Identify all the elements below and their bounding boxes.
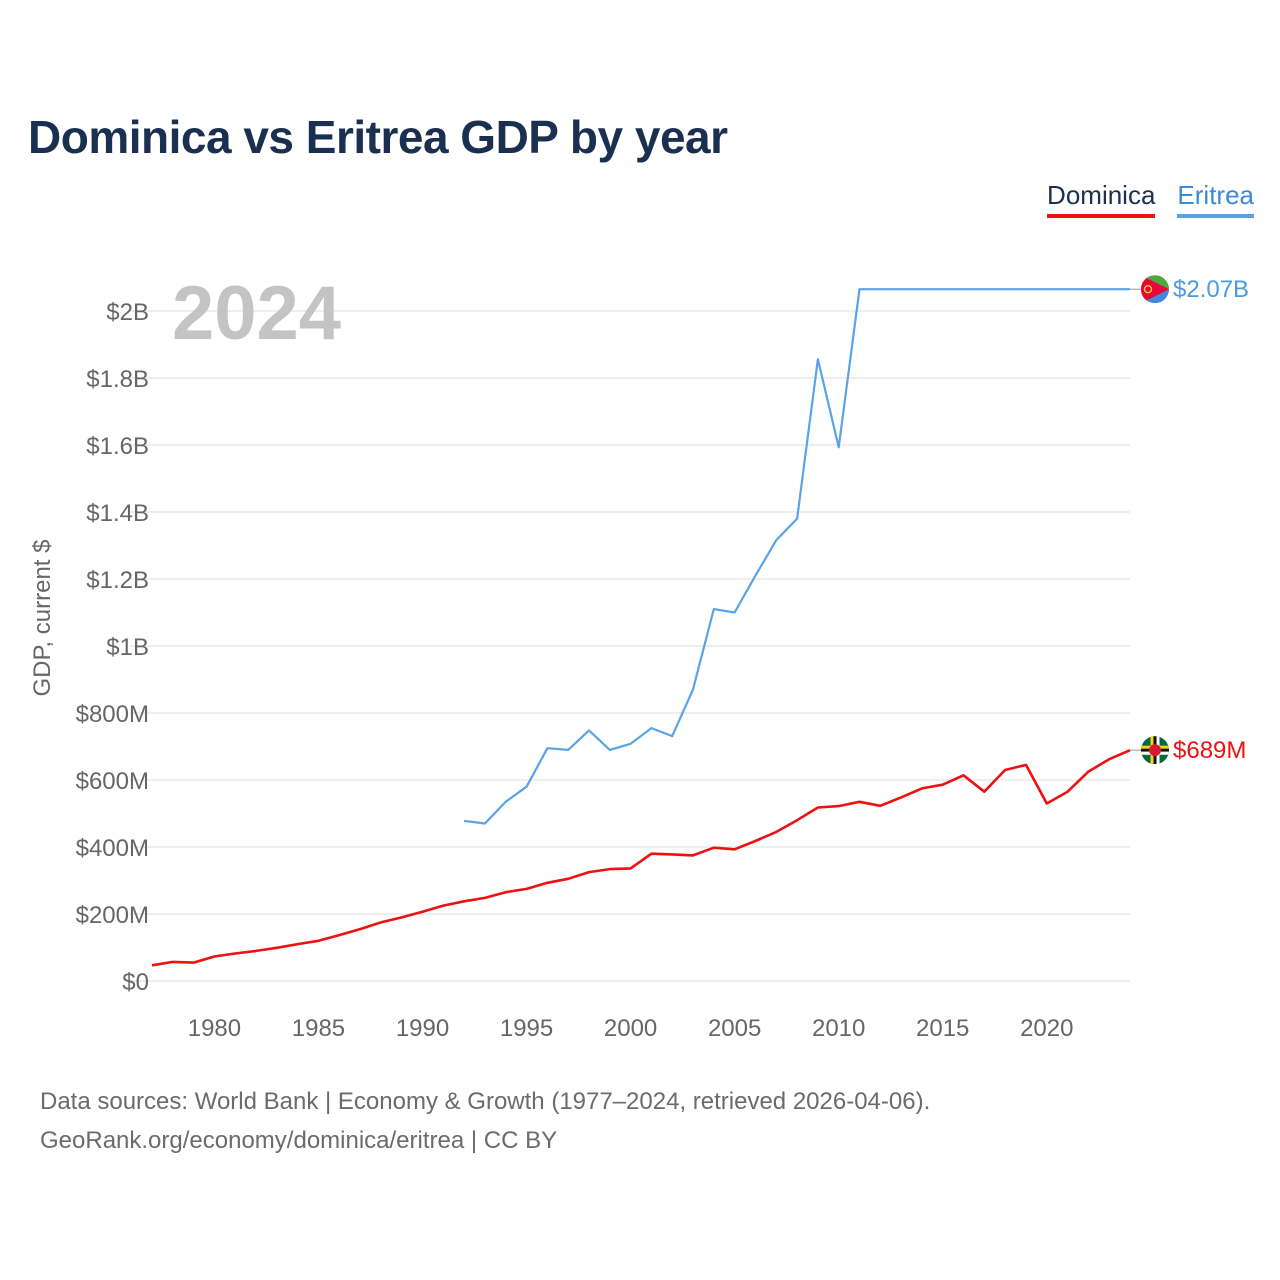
y-axis-title: GDP, current $ xyxy=(29,540,56,697)
y-axis-ticks: $0 $200M $400M $600M $800M $1B $1.2B $1.4B $1.6B… xyxy=(76,299,149,996)
y-tick-label: $1.8B xyxy=(86,366,149,393)
legend-item-eritrea[interactable]: Eritrea xyxy=(1177,180,1254,218)
series-line-dominica[interactable] xyxy=(151,749,1131,967)
end-value-label-eritrea: $2.07B xyxy=(1173,276,1249,303)
x-tick-label: 2005 xyxy=(708,1015,761,1042)
x-tick-label: 1985 xyxy=(292,1015,345,1042)
x-tick-label: 1980 xyxy=(188,1015,241,1042)
chart-title: Dominica vs Eritrea GDP by year xyxy=(28,111,728,163)
x-tick-label: 2000 xyxy=(604,1015,657,1042)
current-year-label: 2024 xyxy=(172,271,341,356)
source-line-1: Data sources: World Bank | Economy & Gro… xyxy=(40,1088,931,1115)
y-tick-label: $200M xyxy=(76,902,149,929)
x-tick-label: 1990 xyxy=(396,1015,449,1042)
x-tick-label: 2015 xyxy=(916,1015,969,1042)
gridlines xyxy=(130,310,1130,982)
y-tick-label: $1.2B xyxy=(86,567,149,594)
legend-item-dominica[interactable]: Dominica xyxy=(1047,180,1156,218)
dominica-flag-icon xyxy=(1141,736,1169,765)
end-value-label-dominica: $689M xyxy=(1173,737,1246,764)
x-axis-ticks: 1980 1985 1990 1995 2000 2005 2010 2015 2020 xyxy=(188,1015,1074,1042)
y-tick-label: $1.6B xyxy=(86,433,149,460)
y-tick-label: $1B xyxy=(106,634,149,661)
eritrea-flag-icon xyxy=(1141,275,1169,304)
y-tick-label: $400M xyxy=(76,835,149,862)
y-tick-label: $1.4B xyxy=(86,500,149,527)
y-tick-label: $600M xyxy=(76,768,149,795)
y-tick-label: $2B xyxy=(106,299,149,326)
x-tick-label: 2010 xyxy=(812,1015,865,1042)
y-tick-label: $0 xyxy=(122,969,149,996)
x-tick-label: 2020 xyxy=(1020,1015,1073,1042)
y-tick-label: $800M xyxy=(76,701,149,728)
x-tick-label: 1995 xyxy=(500,1015,553,1042)
series-end-markers: $689M $2.07B xyxy=(1130,275,1249,765)
legend: Dominica Eritrea xyxy=(1047,180,1254,218)
series-lines xyxy=(151,288,1131,967)
series-line-eritrea[interactable] xyxy=(463,288,1130,825)
source-line-2: GeoRank.org/economy/dominica/eritrea | C… xyxy=(40,1127,558,1154)
data-source-note: Data sources: World Bank | Economy & Gro… xyxy=(40,1082,930,1160)
gdp-line-chart: $0 $200M $400M $600M $800M $1B $1.2B $1.4B $1.6B… xyxy=(29,271,1249,1042)
